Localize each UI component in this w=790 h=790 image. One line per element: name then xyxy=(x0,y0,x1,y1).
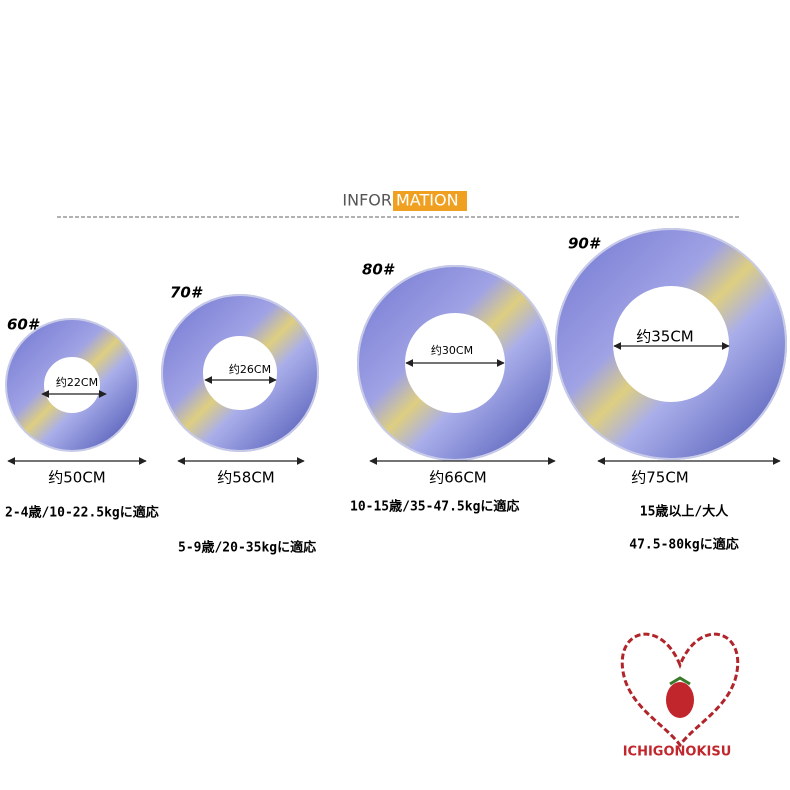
inner-size: 约35CM xyxy=(636,328,694,346)
fit-text: 5-9歳/20-35kgに適応 xyxy=(178,540,316,556)
size-label: 90# xyxy=(568,235,601,253)
ring-70 xyxy=(161,294,319,452)
fit-text: 15歳以上/大人 xyxy=(640,504,729,520)
ring-60 xyxy=(5,318,139,452)
title-left: INFOR xyxy=(342,191,392,210)
inner-size: 约30CM xyxy=(431,344,473,357)
fit-text: 47.5-80kgに適応 xyxy=(629,537,738,553)
size-label: 80# xyxy=(362,261,395,279)
title-right: MATION xyxy=(396,191,459,210)
size-label: 70# xyxy=(170,284,203,302)
title-highlight xyxy=(393,191,467,211)
outer-size: 约50CM xyxy=(48,469,106,487)
outer-size: 约58CM xyxy=(217,469,275,487)
fit-text: 2-4歳/10-22.5kgに適応 xyxy=(5,505,159,521)
inner-size: 约22CM xyxy=(56,376,98,389)
size-label: 60# xyxy=(7,316,40,334)
logo-text: ICHIGONOKISU xyxy=(623,745,732,760)
outer-size: 约66CM xyxy=(429,469,487,487)
logo-heart xyxy=(620,632,740,748)
inner-size: 约26CM xyxy=(229,363,271,376)
fit-text: 10-15歳/35-47.5kgに適応 xyxy=(350,499,519,515)
outer-size: 约75CM xyxy=(631,469,689,487)
